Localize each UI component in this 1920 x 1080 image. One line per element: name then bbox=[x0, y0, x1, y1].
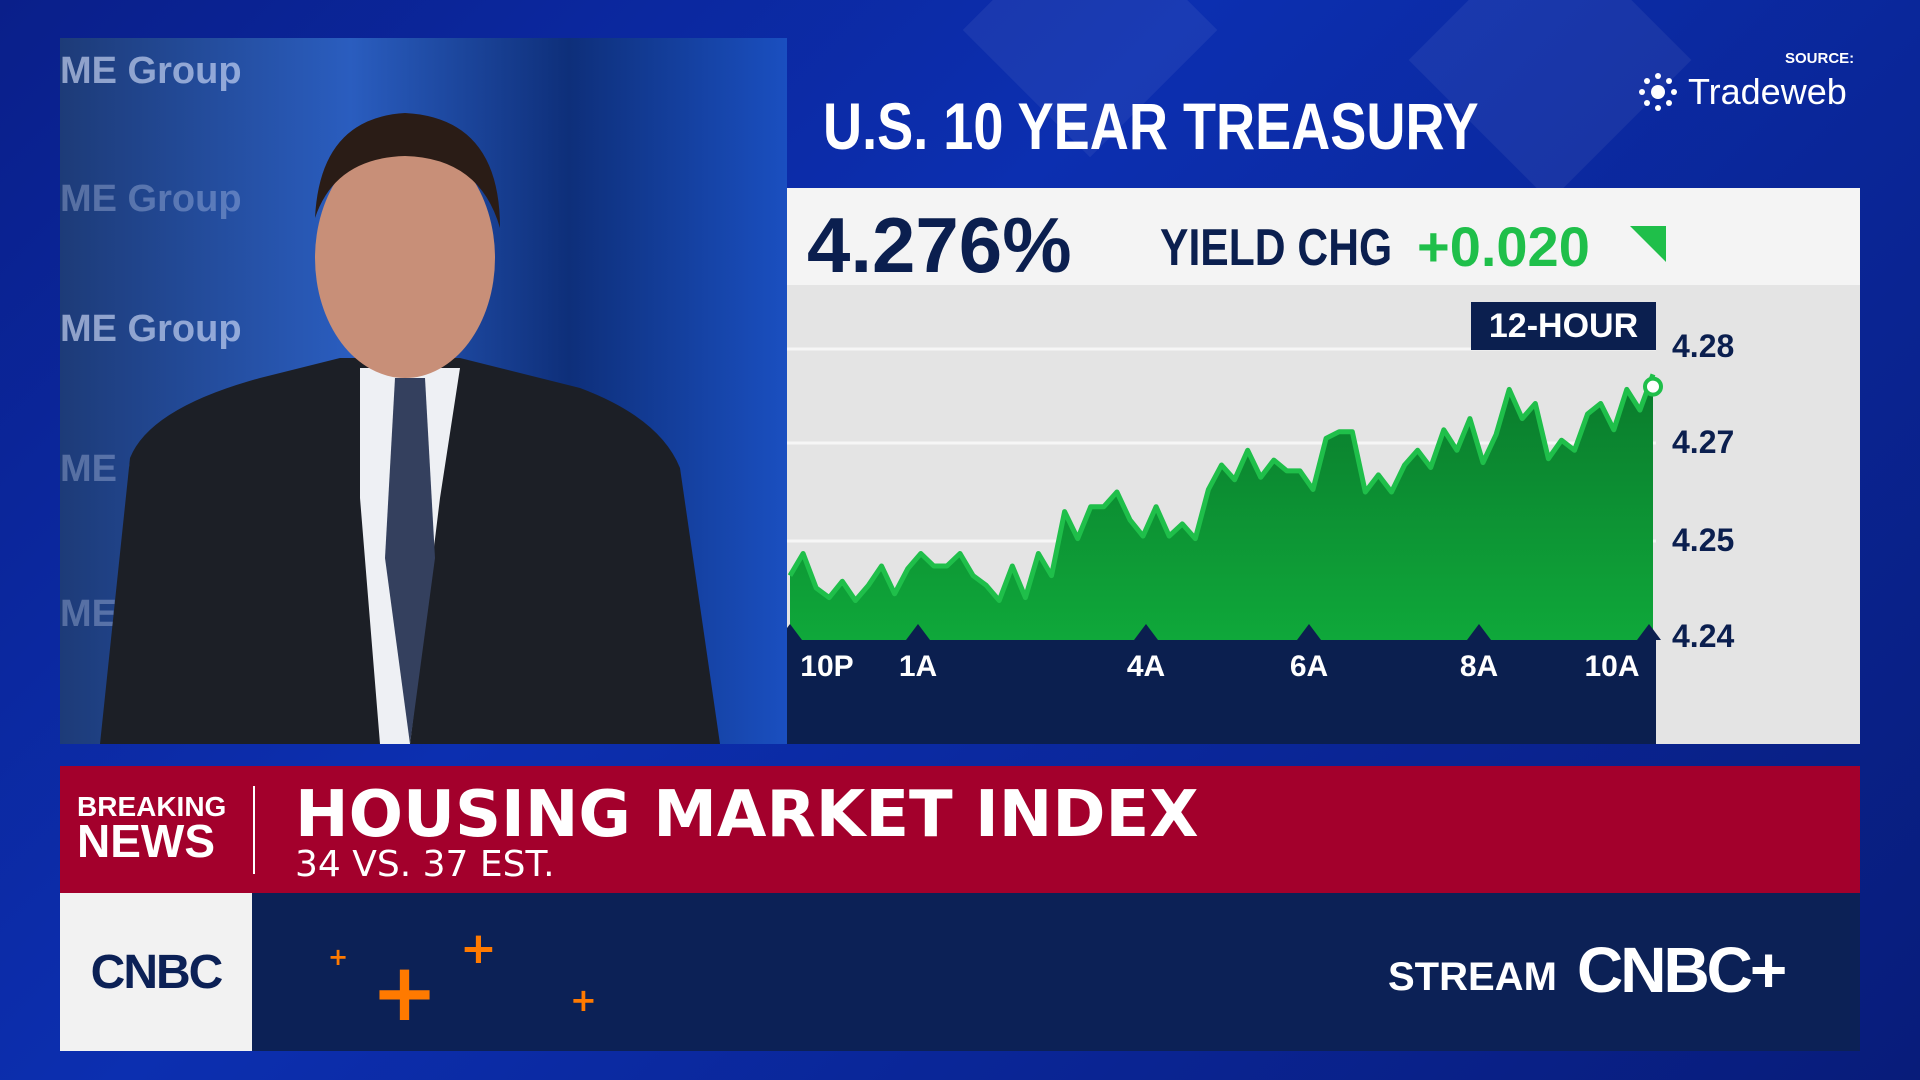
tradeweb-logo: Tradeweb bbox=[1636, 70, 1847, 114]
yield-change-value: +0.020 bbox=[1417, 215, 1590, 278]
x-tick-marker bbox=[1297, 624, 1321, 640]
breaking-label: BREAKING bbox=[77, 791, 227, 822]
plus-icon: + bbox=[570, 981, 597, 1019]
wall-text: ME Group bbox=[60, 308, 242, 350]
plus-icon: + bbox=[328, 943, 349, 971]
wall-text: ME Group bbox=[60, 50, 242, 92]
plus-icon: + bbox=[371, 946, 439, 1039]
banner-divider bbox=[253, 786, 255, 874]
yield-change-label: YIELD CHG bbox=[1160, 219, 1393, 277]
presenter-video: ME Group ME Group ME Group ME G ME bbox=[60, 38, 787, 744]
breaking-news-label: BREAKING NEWS bbox=[77, 791, 227, 867]
breaking-news-banner: BREAKING NEWS HOUSING MARKET INDEX 34 VS… bbox=[60, 766, 1860, 893]
y-tick-label: 4.28 bbox=[1672, 328, 1735, 364]
tradeweb-burst-icon bbox=[1639, 73, 1677, 111]
cnbc-logo: CNBC bbox=[60, 893, 252, 1051]
x-tick-label: 6A bbox=[1289, 650, 1329, 683]
cnbc-plus-logo: CNBC+ bbox=[1577, 934, 1787, 1006]
area-fill bbox=[790, 374, 1653, 640]
headline: HOUSING MARKET INDEX bbox=[295, 778, 1199, 852]
y-tick-label: 4.25 bbox=[1672, 522, 1735, 558]
yield-price: 4.276% bbox=[807, 201, 1072, 289]
change-arrow-icon bbox=[1630, 226, 1666, 262]
quote-header: 4.276% YIELD CHG +0.020 bbox=[787, 188, 1860, 289]
x-tick-label: 4A bbox=[1126, 650, 1166, 683]
x-tick-label: 8A bbox=[1459, 650, 1499, 683]
x-tick-label: 1A bbox=[898, 650, 938, 683]
y-tick-label: 4.27 bbox=[1672, 424, 1735, 460]
x-tick-marker bbox=[1637, 624, 1661, 640]
x-tick-marker bbox=[787, 624, 802, 640]
last-value-marker bbox=[1643, 376, 1663, 397]
yield-chart bbox=[787, 347, 1663, 744]
news-label: NEWS bbox=[77, 815, 215, 867]
x-tick-marker bbox=[906, 624, 930, 640]
x-axis-band bbox=[787, 640, 1656, 744]
stream-label: STREAM bbox=[1388, 955, 1557, 999]
x-tick-label: 10P bbox=[800, 650, 854, 683]
series-line bbox=[787, 373, 1656, 603]
chart-title: U.S. 10 YEAR TREASURY bbox=[823, 89, 1479, 163]
x-tick-marker bbox=[1134, 624, 1158, 640]
y-tick-label: 4.24 bbox=[1672, 618, 1735, 654]
source-label: SOURCE: bbox=[1785, 50, 1855, 67]
plus-icon: + bbox=[460, 923, 497, 974]
wall-text: ME bbox=[60, 593, 117, 635]
range-badge: 12-HOUR bbox=[1471, 302, 1656, 350]
chart-panel: 4.276% YIELD CHG +0.020 12-HOUR 4.28 4.2… bbox=[787, 188, 1860, 744]
subheadline: 34 VS. 37 EST. bbox=[295, 844, 555, 885]
x-tick-label: 10A bbox=[1584, 650, 1640, 683]
bottom-bar: CNBC + + + + STREAM CNBC+ bbox=[60, 893, 1860, 1051]
presenter-silhouette bbox=[100, 113, 720, 744]
x-tick-marker bbox=[1467, 624, 1491, 640]
source-name: Tradeweb bbox=[1688, 71, 1847, 112]
wall-text: ME Group bbox=[60, 178, 242, 220]
